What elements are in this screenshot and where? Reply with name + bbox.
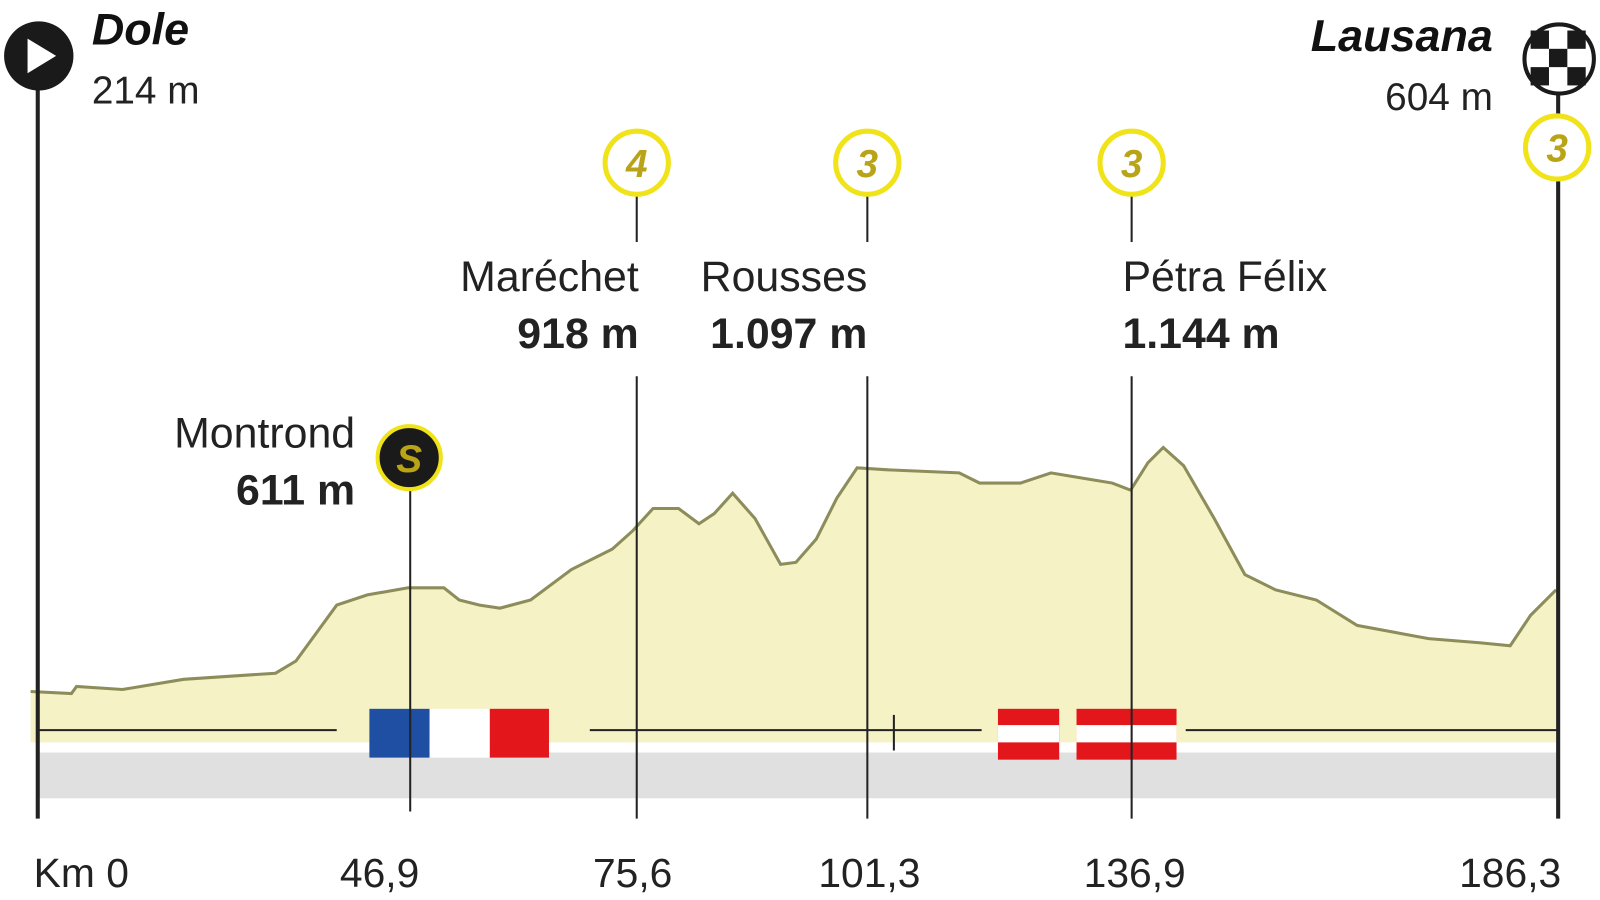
start-arrow [27, 38, 57, 74]
finish-icon [1522, 22, 1596, 96]
finish-name: Lausana [1311, 11, 1493, 61]
point-name: Maréchet [460, 253, 639, 301]
km-label: Km 0 [34, 850, 129, 896]
km-label: 136,9 [1084, 850, 1186, 896]
point-altitude: 611 m [236, 466, 355, 514]
point-name: Pétra Félix [1122, 253, 1327, 301]
profile-area [30, 447, 1557, 743]
point-altitude: 918 m [517, 310, 638, 358]
point-name: Rousses [701, 253, 868, 301]
category-number: 3 [1546, 128, 1568, 171]
sprint-letter: S [396, 438, 422, 481]
category-number: 3 [857, 143, 879, 186]
flag-striped [997, 708, 1177, 760]
category-badge [602, 128, 671, 197]
start-name: Dole [92, 5, 189, 55]
flag-france [369, 708, 549, 758]
profile-line [30, 445, 1558, 696]
road-band [36, 752, 1559, 799]
category-badge [833, 128, 902, 197]
finish-altitude: 604 m [1385, 76, 1493, 119]
category-number: 3 [1121, 143, 1143, 186]
sprint-badge [375, 424, 443, 492]
point-name: Montrond [174, 410, 355, 458]
category-badge [1522, 113, 1592, 182]
category-number: 4 [625, 143, 648, 186]
category-badge [1097, 128, 1166, 197]
point-altitude: 1.097 m [710, 310, 867, 358]
km-label: 101,3 [818, 850, 920, 896]
start-altitude: 214 m [92, 70, 200, 113]
km-label: 75,6 [593, 850, 672, 896]
km-label: 46,9 [340, 850, 419, 896]
km-label: 186,3 [1459, 850, 1561, 896]
point-altitude: 1.144 m [1122, 310, 1279, 358]
